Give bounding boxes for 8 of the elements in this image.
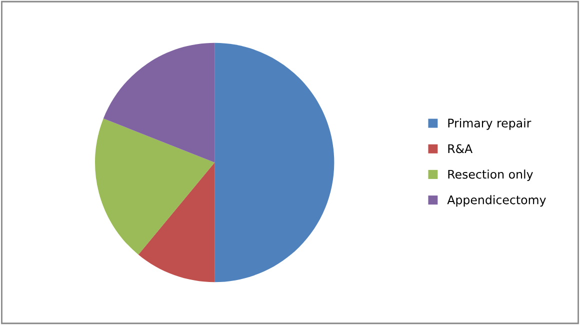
legend-label: Resection only: [448, 170, 533, 182]
pie-slice: [103, 42, 215, 162]
legend-label: Primary repair: [448, 118, 532, 130]
pie-slice: [214, 42, 334, 282]
legend-label: R&A: [448, 144, 472, 154]
legend-label: Appendicectomy: [447, 195, 546, 207]
pie-slice: [95, 118, 215, 255]
pie-slice: [138, 162, 215, 282]
